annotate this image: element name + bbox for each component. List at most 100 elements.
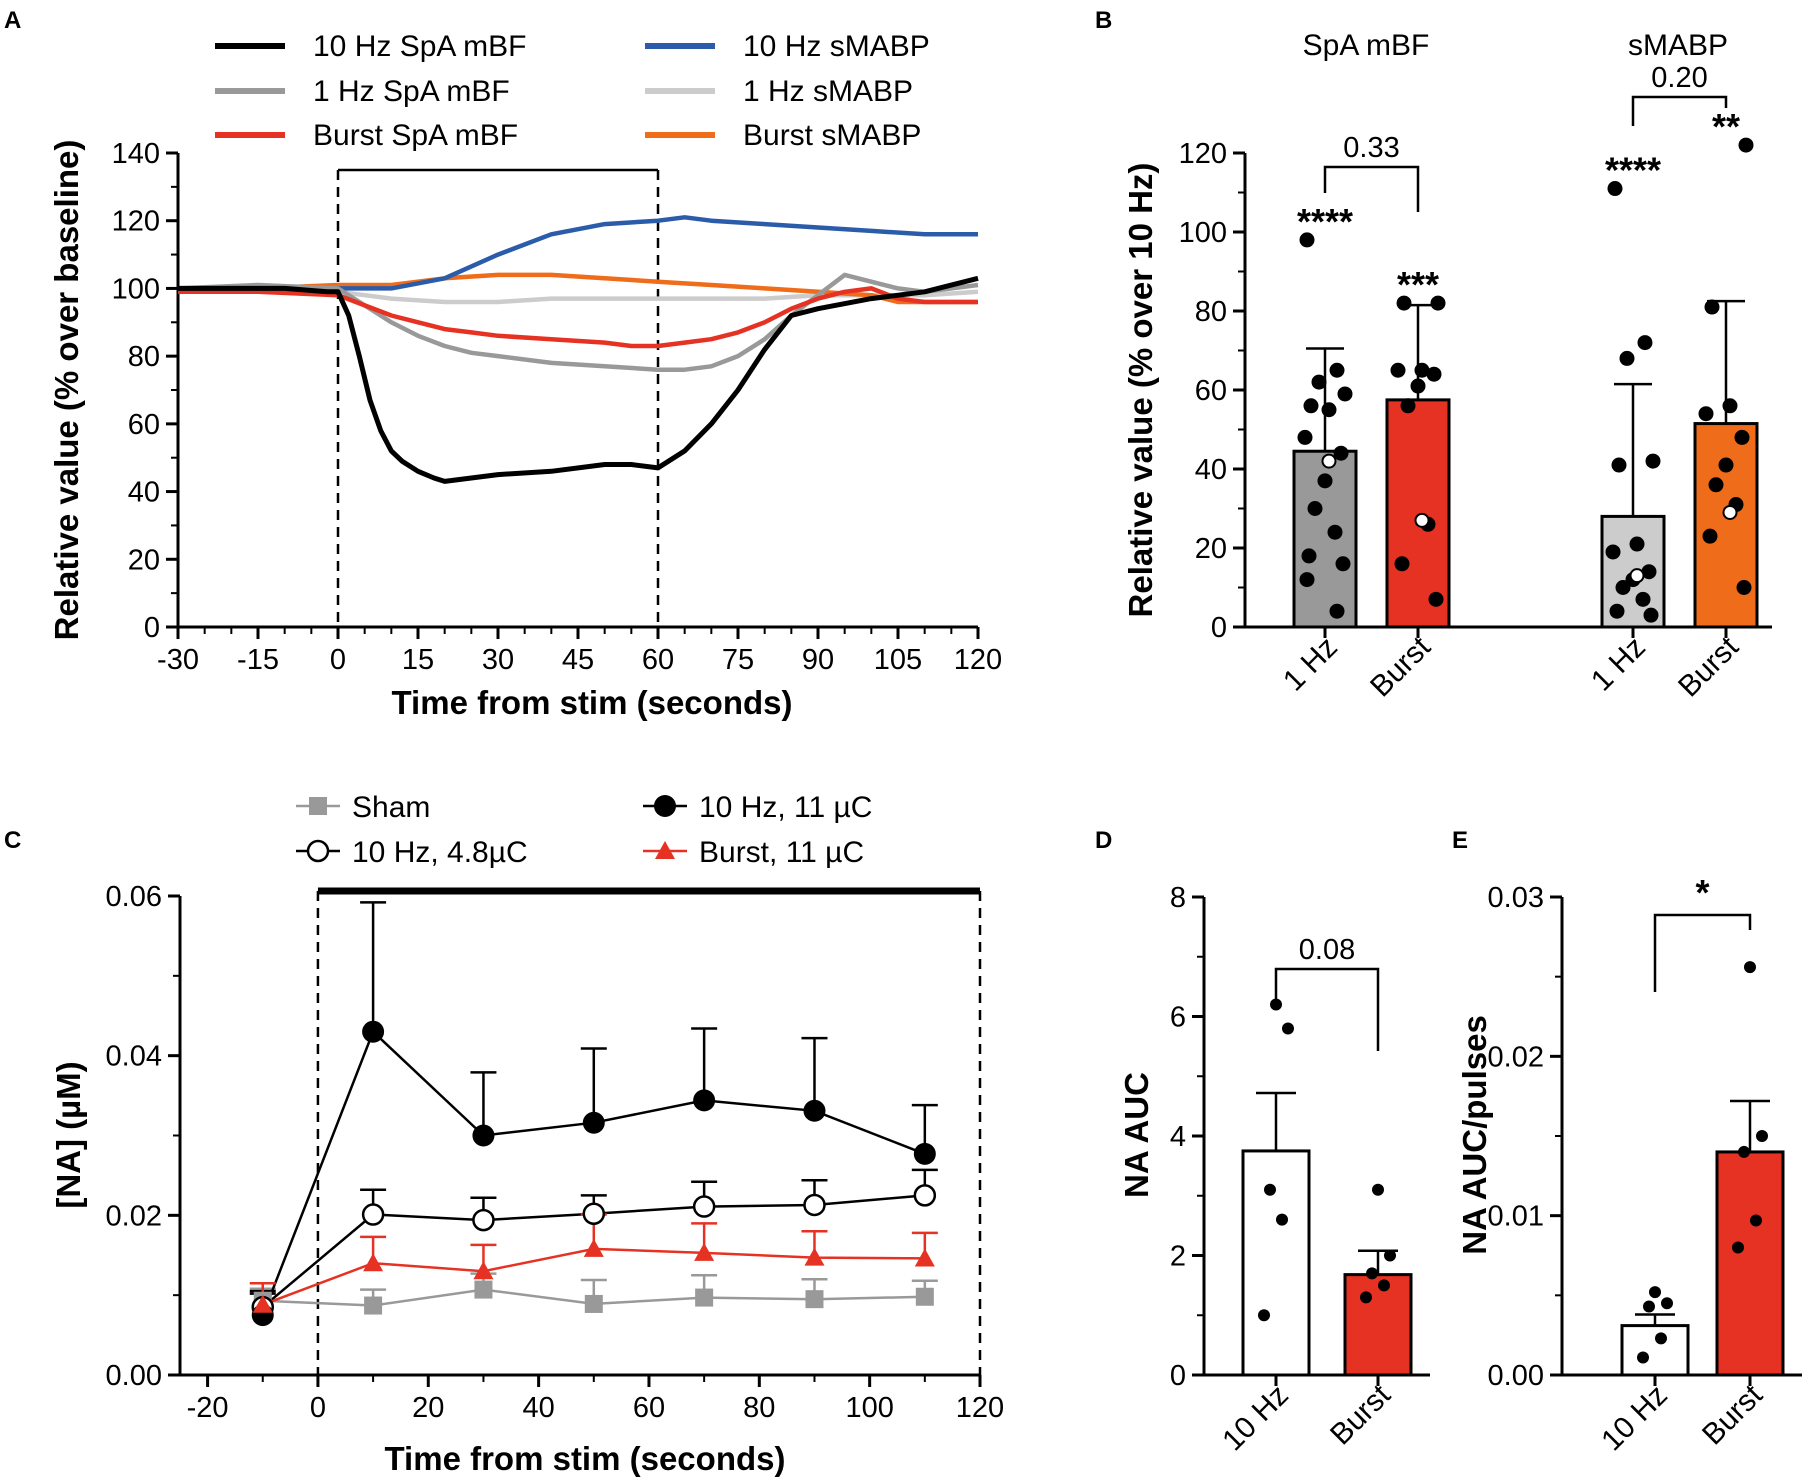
panel-c-x-tick-label: 20 [412, 1392, 444, 1424]
panel-c-x-tick-label: 60 [633, 1392, 665, 1424]
panel-a-x-tick-label: 15 [402, 644, 434, 676]
panel-b-data-point [1430, 295, 1446, 311]
panel-b-data-point [1329, 603, 1345, 619]
panel-b-data-point [1643, 607, 1659, 623]
panel-d-y-tick-label: 4 [1170, 1121, 1186, 1153]
panel-d-data-point [1360, 1291, 1372, 1304]
panel-d-data-point [1270, 998, 1282, 1011]
panel-e-y-tick-label: 0.02 [1488, 1041, 1544, 1073]
panel-c-legend-marker [309, 797, 327, 815]
panel-b-y-tick-label: 40 [1195, 454, 1227, 486]
panel-e-data-point [1655, 1332, 1667, 1345]
panel-a-x-tick-label: 90 [802, 644, 834, 676]
panel-a-legend-label: 10 Hz SpA mBF [313, 30, 526, 63]
panel-b-data-point [1396, 295, 1412, 311]
panel-b-data-point [1301, 548, 1317, 564]
panel-b-data-point [1605, 544, 1621, 560]
panel-b-data-point [1609, 603, 1625, 619]
panel-a-y-tick-label: 20 [128, 544, 160, 576]
panel-c-data-marker [915, 1287, 934, 1306]
panel-b-data-point [1428, 591, 1444, 607]
panel-c-legend-marker [654, 795, 676, 817]
panel-c-data-marker [695, 1288, 714, 1307]
panel-b-comparison-p: 0.33 [1343, 132, 1399, 164]
panel-b-data-point [1738, 137, 1754, 153]
panel-b-x-tick-label: 1 Hz [1277, 631, 1344, 698]
panel-b-data-point [1615, 580, 1631, 595]
panel-b-data-point [1702, 528, 1718, 544]
panel-c-legend-marker [306, 839, 330, 863]
panel-c-x-tick-label: 40 [522, 1392, 554, 1424]
panel-c-data-marker [364, 1296, 383, 1315]
panel-b-data-point [1390, 362, 1406, 378]
panel-d-data-point [1276, 1213, 1288, 1226]
panel-b-data-point [1321, 402, 1337, 418]
panel-d-data-point [1372, 1183, 1384, 1196]
panel-b-data-point [1619, 350, 1635, 366]
panel-c-data-marker [252, 1294, 273, 1313]
panel-d-data-point [1258, 1309, 1270, 1322]
panel-c-legend-marker [655, 841, 675, 859]
panel-e-data-point [1649, 1286, 1661, 1299]
panel-c-legend-label: 10 Hz, 11 µC [699, 791, 872, 824]
panel-c-data-marker [472, 1124, 495, 1147]
panel-b-y-tick-label: 20 [1195, 533, 1227, 565]
panel-b-data-point [1303, 398, 1319, 414]
panel-a-line-chart: 0 20 40 60 80 100 120 140 -30 -15 0 15 30 45 60 75 90 105… [48, 30, 1002, 721]
panel-a-legend-label: Burst SpA mBF [313, 119, 518, 152]
panel-a-x-tick-label: -15 [237, 644, 279, 676]
panel-e-data-point [1750, 1214, 1762, 1227]
panel-b-data-point [1698, 406, 1714, 422]
panel-label-A: A [4, 7, 21, 34]
panel-c-x-tick-label: 80 [743, 1392, 775, 1424]
panel-d-data-point [1366, 1267, 1378, 1280]
panel-b-y-tick-label: 60 [1195, 375, 1227, 407]
panel-c-data-marker [803, 1099, 826, 1122]
panel-b-bar-chart: 0 20 40 60 80 100 120 Relative value (% over 10… [1122, 29, 1772, 703]
panel-b-data-point [1337, 386, 1353, 402]
panel-c-y-tick-label: 0.06 [106, 881, 162, 913]
panel-e-y-label: NA AUC/pulses [1456, 1015, 1493, 1255]
panel-b-data-point [1410, 378, 1426, 394]
panel-b-comparison-p: 0.20 [1651, 62, 1707, 94]
panel-b-data-point [1607, 181, 1623, 197]
panel-c-data-marker [472, 1208, 495, 1232]
panel-c-y-tick-label: 0.02 [106, 1200, 162, 1232]
panel-b-data-point-open [1629, 568, 1645, 584]
panel-b-y-tick-label: 0 [1211, 612, 1227, 644]
panel-e-data-point [1756, 1130, 1768, 1142]
panel-a-x-label: Time from stim (seconds) [392, 684, 793, 721]
panel-a-x-tick-label: 30 [482, 644, 514, 676]
panel-c-data-marker [474, 1280, 493, 1299]
panel-e-bar [1715, 1150, 1785, 1377]
panel-d-bar [1241, 1149, 1311, 1377]
panel-d-x-tick-label: Burst [1324, 1378, 1397, 1451]
panel-a-legend-label: 10 Hz sMABP [743, 30, 930, 63]
panel-b-significance: *** [1397, 264, 1439, 305]
panel-c-data-marker [473, 1261, 494, 1280]
panel-e-bar-chart: 0.00 0.01 0.02 0.03 NA AUC/pulses 10 Hz Burst * [1456, 872, 1802, 1457]
panel-a-x-tick-label: 45 [562, 644, 594, 676]
panel-e-data-point [1643, 1300, 1655, 1313]
panel-c-data-marker [362, 1020, 385, 1043]
panel-b-data-point [1307, 501, 1323, 516]
panel-b-data-point [1311, 374, 1327, 390]
panel-c-data-marker [584, 1294, 603, 1313]
panel-d-y-tick-label: 2 [1170, 1241, 1186, 1273]
panel-e-x-tick-label: 10 Hz [1595, 1379, 1674, 1458]
panel-a-x-tick-label: 105 [874, 644, 922, 676]
panel-c-legend-label: Burst, 11 µC [699, 836, 864, 869]
panel-e-y-tick-label: 0.01 [1488, 1201, 1544, 1233]
panel-b-data-point [1317, 473, 1333, 489]
panel-b-x-tick-label: 1 Hz [1585, 631, 1652, 698]
panel-a-y-label: Relative value (% over baseline) [48, 140, 85, 641]
panel-c-y-tick-label: 0.00 [106, 1360, 162, 1392]
panel-e-data-point [1732, 1241, 1744, 1254]
panel-b-bar [1385, 398, 1451, 629]
panel-c-x-label: Time from stim (seconds) [385, 1440, 786, 1477]
panel-a-x-tick-label: 120 [954, 644, 1002, 676]
panel-label-C: C [4, 827, 21, 854]
panel-c-data-marker [693, 1089, 716, 1112]
panel-d-data-point [1384, 1249, 1396, 1262]
panel-b-data-point [1299, 572, 1315, 588]
